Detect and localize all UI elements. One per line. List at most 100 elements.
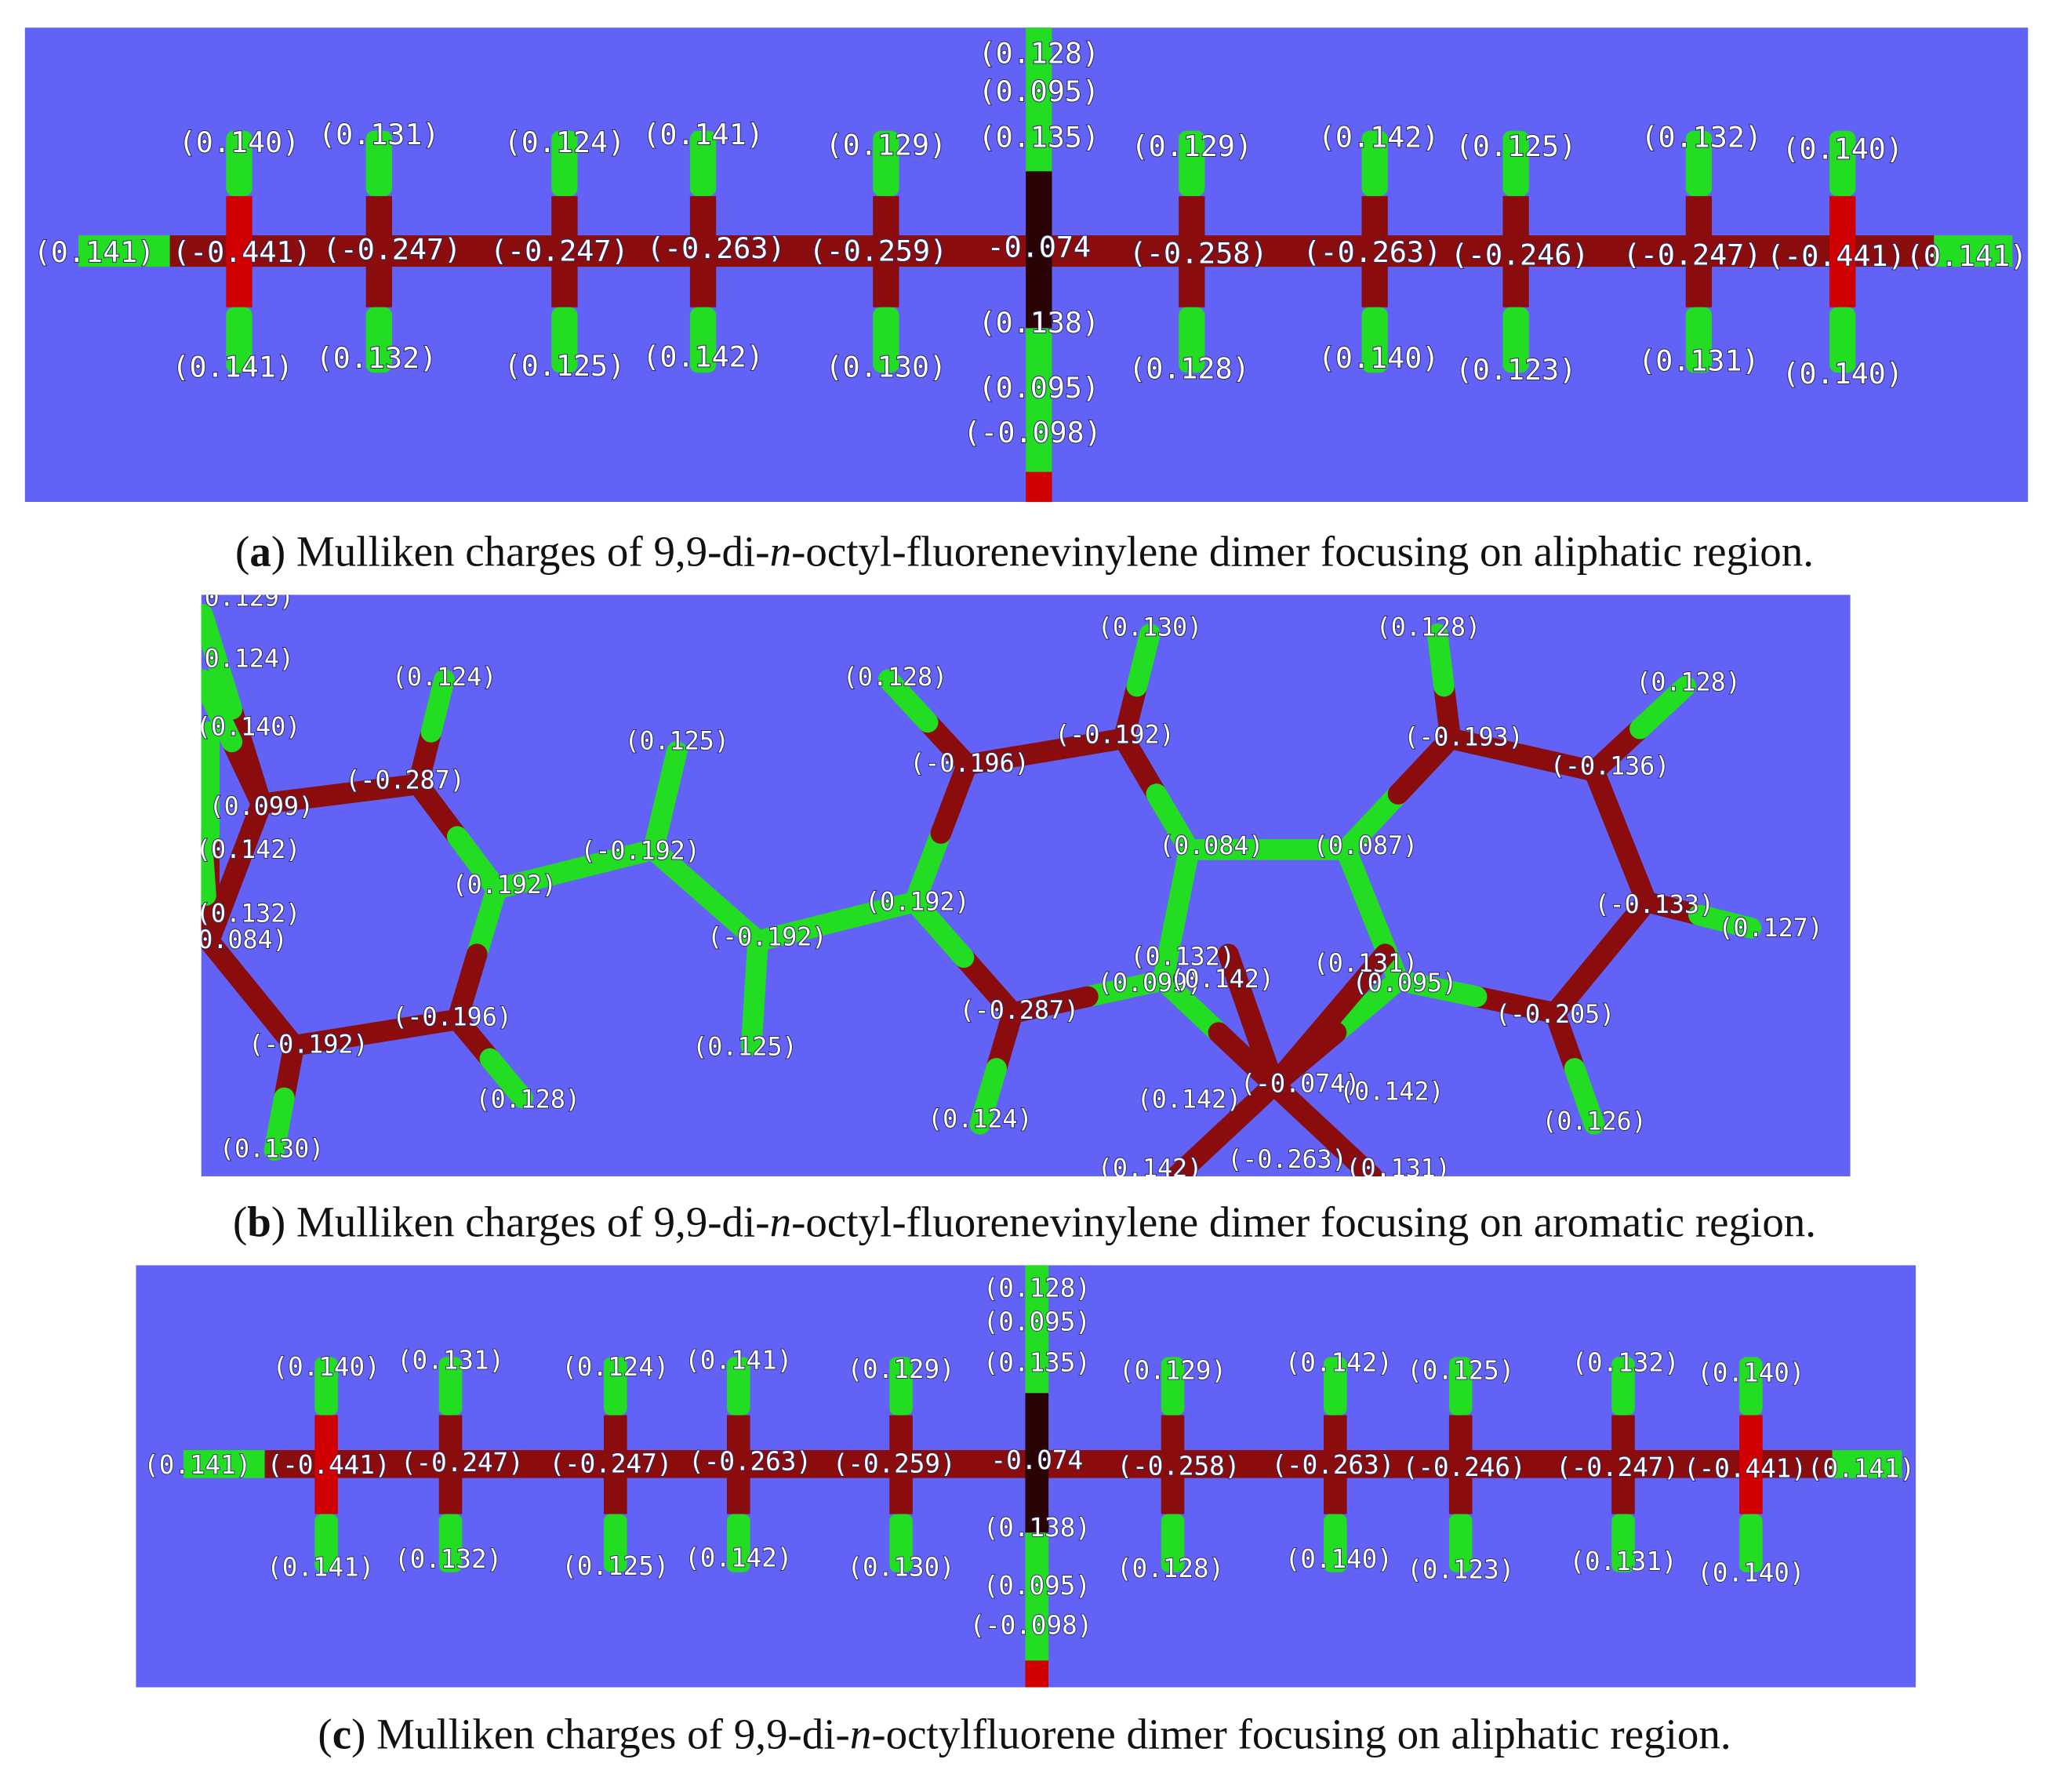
bond: [1025, 1393, 1049, 1533]
charge-label: (0.084): [1159, 832, 1263, 860]
bond: [1934, 235, 2013, 267]
charge-label: (0.128): [983, 1273, 1091, 1303]
bond: [1325, 969, 1409, 1043]
panel-c: (0.140) (0.131) (0.124) (0.141) (0.129) (0.12…: [136, 1265, 1916, 1688]
bond: [1829, 130, 1856, 197]
charge-label: (-0.098): [963, 416, 1102, 449]
charge-label: (0.192): [452, 871, 557, 900]
bond: [438, 1357, 463, 1416]
bond: [1179, 307, 1205, 373]
bond: [1113, 728, 1168, 805]
bond: [1324, 1415, 1347, 1514]
bond: [1512, 744, 1605, 782]
charge-label: (0.123): [1407, 1554, 1514, 1584]
charge-label: (0.129): [826, 128, 946, 162]
bond: [877, 669, 939, 733]
bond: [1448, 1514, 1473, 1572]
charge-label: (0.084): [183, 926, 287, 954]
bond: [201, 930, 263, 1004]
bond: [726, 1415, 750, 1514]
charge-label: (-0.263): [1271, 1450, 1394, 1480]
charge-label: (0.132): [1130, 943, 1234, 972]
bond: [642, 839, 717, 906]
charge-label: (0.125): [692, 1034, 797, 1062]
bond: [1829, 196, 1856, 307]
charge-label: (0.095): [979, 75, 1099, 108]
caption-run: c: [332, 1710, 351, 1757]
charge-label: (0.124): [561, 1352, 669, 1382]
bond: [1026, 328, 1052, 472]
charge-label: (0.128): [979, 37, 1099, 71]
charge-label: (0.140): [1782, 357, 1902, 391]
bond: [1590, 891, 1658, 969]
charge-label: (-0.247): [549, 1449, 672, 1478]
charge-label: (0.141): [1906, 239, 2027, 273]
bond: [1335, 839, 1383, 925]
charge-label: (0.140): [196, 713, 300, 741]
charge-label: (0.095): [979, 371, 1099, 405]
bond: [314, 1514, 338, 1572]
bond: [226, 196, 252, 307]
caption-run: (: [318, 1710, 332, 1757]
charge-label: (0.128): [843, 663, 947, 692]
charge-label: (0.125): [504, 349, 625, 383]
bond: [1685, 130, 1713, 197]
charge-label: (0.130): [847, 1552, 954, 1582]
bond: [1440, 728, 1533, 765]
bond: [689, 196, 717, 307]
bond: [873, 196, 899, 307]
charge-label: (-0.287): [960, 997, 1079, 1025]
charge-label: (0.131): [1569, 1547, 1677, 1576]
bond: [365, 307, 392, 373]
caption-run: -octyl-fluorenevinylene dimer focusing o…: [791, 527, 1814, 575]
charge-label: (0.132): [1571, 1347, 1679, 1377]
bond: [1126, 623, 1161, 697]
bond: [1832, 1450, 1902, 1478]
bond: [969, 1058, 1008, 1135]
caption-run: -octyl-fluorenevinylene dimer focusing o…: [791, 1198, 1816, 1245]
charge-label: (0.129): [1132, 129, 1252, 163]
charge-label: (-0.258): [1117, 1451, 1241, 1481]
charge-label: (0.132): [1640, 120, 1761, 154]
charge-label: (0.141): [144, 1450, 251, 1480]
charge-label: (-0.196): [910, 750, 1029, 778]
charge-label: (0.124): [190, 645, 294, 674]
charge-label: (0.142): [1098, 1155, 1202, 1183]
bond: [1611, 1514, 1635, 1572]
bond: [314, 1415, 338, 1514]
bond: [201, 669, 243, 753]
caption-a: (a) Mulliken charges of 9,9-di-n-octyl-f…: [235, 527, 1814, 575]
bond: [241, 983, 305, 1056]
charge-label: (0.140): [1782, 132, 1902, 165]
charge-label: (0.140): [1697, 1558, 1804, 1588]
bond: [1448, 1415, 1473, 1514]
bond: [956, 741, 1056, 776]
bond: [889, 1357, 913, 1416]
bond: [1034, 728, 1135, 762]
charge-label: (0.128): [1117, 1554, 1224, 1583]
bond: [1611, 1357, 1635, 1416]
caption-run: a: [249, 527, 271, 575]
bond: [1448, 1357, 1473, 1416]
bond: [1361, 130, 1388, 197]
bond: [407, 773, 468, 848]
charge-label: (0.131): [397, 1345, 504, 1375]
charge-label: (0.142): [685, 1543, 792, 1572]
bond: [747, 911, 847, 952]
charge-label: (0.142): [1137, 1085, 1241, 1114]
charge-label: (0.130): [1098, 614, 1202, 642]
bond: [1025, 1660, 1049, 1688]
charge-label: (0.131): [1346, 1155, 1450, 1183]
charge-label: (0.138): [979, 306, 1099, 340]
charge-label: (0.128): [476, 1085, 580, 1114]
charge-label: (-0.263): [1302, 235, 1441, 269]
charge-label: (0.125): [561, 1551, 669, 1581]
charge-label: (-0.247): [323, 233, 462, 267]
bond: [226, 307, 252, 373]
charge-label: (0.140): [1285, 1544, 1393, 1574]
charge-label: (0.125): [1407, 1356, 1514, 1386]
bond: [226, 130, 252, 197]
bond: [953, 947, 1023, 1023]
bond: [365, 196, 392, 307]
bond: [1739, 1514, 1763, 1572]
